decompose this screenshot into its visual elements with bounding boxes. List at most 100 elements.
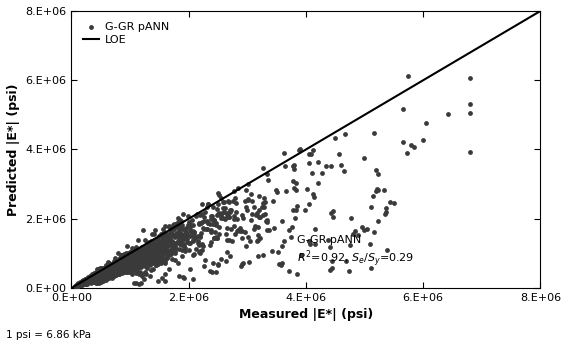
G-GR pANN [136,254,145,260]
G-GR pANN [89,276,98,281]
G-GR pANN [160,260,169,266]
G-GR pANN [85,276,94,282]
G-GR pANN [374,171,383,176]
G-GR pANN [114,266,123,272]
G-GR pANN [158,236,168,241]
G-GR pANN [89,276,98,281]
G-GR pANN [209,221,218,227]
G-GR pANN [116,261,126,267]
G-GR pANN [82,276,91,282]
G-GR pANN [203,205,212,210]
G-GR pANN [99,265,108,271]
G-GR pANN [83,278,93,283]
G-GR pANN [135,255,144,261]
G-GR pANN [215,210,224,215]
G-GR pANN [103,268,112,274]
G-GR pANN [120,252,130,257]
G-GR pANN [88,274,97,279]
G-GR pANN [137,261,146,266]
G-GR pANN [84,279,93,285]
G-GR pANN [292,207,301,213]
G-GR pANN [149,250,158,255]
G-GR pANN [116,255,125,260]
G-GR pANN [94,273,103,279]
G-GR pANN [124,255,133,261]
G-GR pANN [81,279,90,285]
G-GR pANN [108,269,118,275]
G-GR pANN [90,273,99,278]
G-GR pANN [89,274,98,280]
G-GR pANN [112,259,121,264]
G-GR pANN [105,262,114,268]
G-GR pANN [82,277,91,282]
G-GR pANN [390,200,399,206]
G-GR pANN [100,271,109,277]
G-GR pANN [131,259,140,264]
G-GR pANN [138,251,147,257]
G-GR pANN [97,275,106,281]
G-GR pANN [144,261,153,266]
G-GR pANN [91,278,100,284]
G-GR pANN [106,270,115,275]
G-GR pANN [81,278,90,283]
G-GR pANN [131,268,140,273]
G-GR pANN [86,275,95,281]
G-GR pANN [85,279,94,284]
G-GR pANN [123,254,132,260]
G-GR pANN [80,281,89,286]
G-GR pANN [94,273,103,279]
G-GR pANN [273,250,282,255]
G-GR pANN [75,281,84,287]
G-GR pANN [105,264,114,269]
G-GR pANN [119,259,128,265]
G-GR pANN [92,273,101,278]
G-GR pANN [304,152,314,157]
G-GR pANN [143,252,152,257]
G-GR pANN [174,220,183,225]
G-GR pANN [183,239,192,245]
G-GR pANN [129,264,138,269]
G-GR pANN [137,252,146,257]
G-GR pANN [86,276,95,281]
G-GR pANN [135,256,144,262]
G-GR pANN [88,277,97,282]
G-GR pANN [122,253,131,258]
G-GR pANN [141,269,150,275]
G-GR pANN [87,275,96,280]
G-GR pANN [85,277,94,283]
G-GR pANN [108,263,118,269]
G-GR pANN [94,272,103,277]
G-GR pANN [117,264,126,269]
G-GR pANN [234,227,243,232]
G-GR pANN [132,260,141,266]
G-GR pANN [88,273,97,279]
G-GR pANN [81,279,90,285]
G-GR pANN [260,195,269,200]
G-GR pANN [102,270,111,275]
G-GR pANN [91,276,100,281]
G-GR pANN [198,211,207,217]
G-GR pANN [78,281,87,286]
G-GR pANN [109,270,118,276]
G-GR pANN [137,260,146,265]
G-GR pANN [168,245,177,251]
G-GR pANN [171,245,180,251]
G-GR pANN [140,261,149,267]
G-GR pANN [98,268,107,274]
G-GR pANN [110,265,119,271]
G-GR pANN [160,278,169,284]
G-GR pANN [101,272,110,277]
G-GR pANN [128,258,137,264]
G-GR pANN [84,277,93,282]
G-GR pANN [73,283,82,288]
G-GR pANN [103,269,112,274]
G-GR pANN [99,275,108,280]
G-GR pANN [141,246,150,251]
G-GR pANN [147,247,156,252]
G-GR pANN [213,262,222,267]
G-GR pANN [138,258,147,264]
G-GR pANN [92,275,101,280]
G-GR pANN [79,280,88,286]
G-GR pANN [157,260,166,265]
G-GR pANN [83,280,92,285]
